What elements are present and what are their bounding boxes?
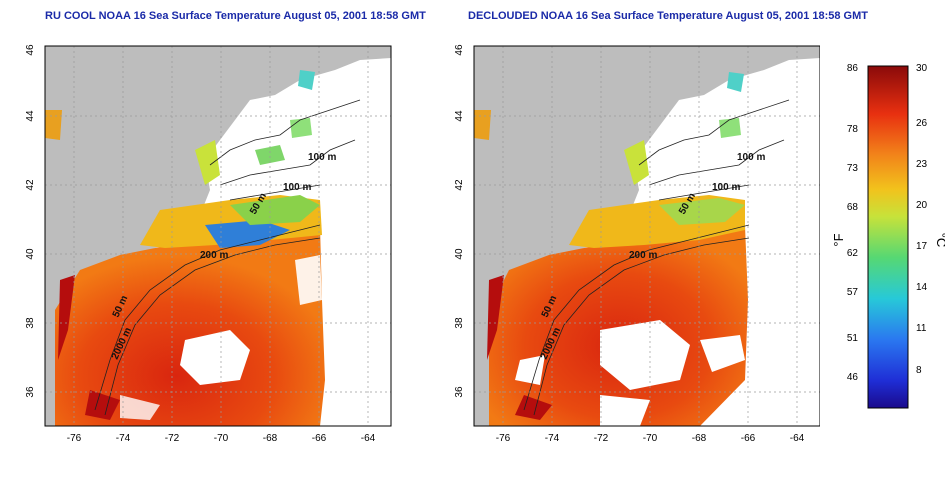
lat-tick-label: 44 [25,110,36,122]
lat-tick-label: 38 [25,317,36,329]
fahrenheit-tick: 51 [847,333,859,344]
map-frame [44,45,392,427]
lon-tick-label: -68 [692,433,707,444]
fahrenheit-tick: 46 [847,372,859,383]
contour-label: 100 m [737,152,765,163]
warm-water-area [489,226,748,426]
lat-tick-label: 40 [25,248,36,260]
contour-label: 200 m [629,250,657,261]
warm-water-area [55,226,325,426]
lat-tick-label: 42 [25,179,36,191]
lat-tick-label: 40 [454,248,465,260]
right-sst-map: 100 m 100 m 50 m 200 m 50 m 2000 m -76 -… [454,44,820,444]
celsius-tick: 30 [916,63,928,74]
left-panel-title: RU COOL NOAA 16 Sea Surface Temperature … [45,10,426,22]
lon-tick-label: -64 [790,433,805,444]
celsius-tick: 20 [916,200,928,211]
fahrenheit-tick: 86 [847,63,859,74]
contour-label: 100 m [308,152,336,163]
celsius-tick: 14 [916,282,928,293]
lat-tick-label: 36 [454,386,465,398]
left-sst-map: 100 m 100 m 50 m 200 m 50 m 2000 m -76 -… [25,44,392,444]
celsius-tick: 11 [916,323,927,334]
lon-tick-label: -66 [312,433,327,444]
lat-tick-label: 36 [25,386,36,398]
lon-tick-label: -76 [496,433,511,444]
celsius-tick: 26 [916,118,928,129]
lon-tick-label: -72 [165,433,180,444]
contour-label: 100 m [712,182,740,193]
lon-tick-label: -74 [116,433,131,444]
contour-label: 200 m [200,250,228,261]
map-frame [473,45,820,427]
lon-tick-label: -68 [263,433,278,444]
contour-label: 100 m [283,182,311,193]
fahrenheit-tick: 62 [847,248,859,259]
celsius-unit-label: °C [934,233,945,248]
temperature-colorbar: 86 78 73 68 62 57 51 46 30 26 23 20 17 1… [831,63,945,409]
celsius-tick: 8 [916,365,922,376]
fahrenheit-tick: 68 [847,202,859,213]
lat-tick-label: 44 [454,110,465,122]
lon-tick-label: -76 [67,433,82,444]
lon-tick-label: -74 [545,433,560,444]
lon-tick-label: -66 [741,433,756,444]
fahrenheit-tick: 78 [847,124,859,135]
lon-tick-label: -70 [643,433,658,444]
fahrenheit-tick: 73 [847,163,859,174]
celsius-tick: 23 [916,159,928,170]
colorbar-gradient [867,65,909,409]
lat-tick-label: 38 [454,317,465,329]
lat-tick-label: 46 [25,44,36,56]
lon-tick-label: -72 [594,433,609,444]
fahrenheit-unit-label: °F [831,233,846,246]
lon-tick-label: -70 [214,433,229,444]
right-panel-title: DECLOUDED NOAA 16 Sea Surface Temperatur… [468,10,868,22]
fahrenheit-tick: 57 [847,287,859,298]
lat-tick-label: 46 [454,44,465,56]
celsius-tick: 17 [916,241,928,252]
lon-tick-label: -64 [361,433,376,444]
lat-tick-label: 42 [454,179,465,191]
